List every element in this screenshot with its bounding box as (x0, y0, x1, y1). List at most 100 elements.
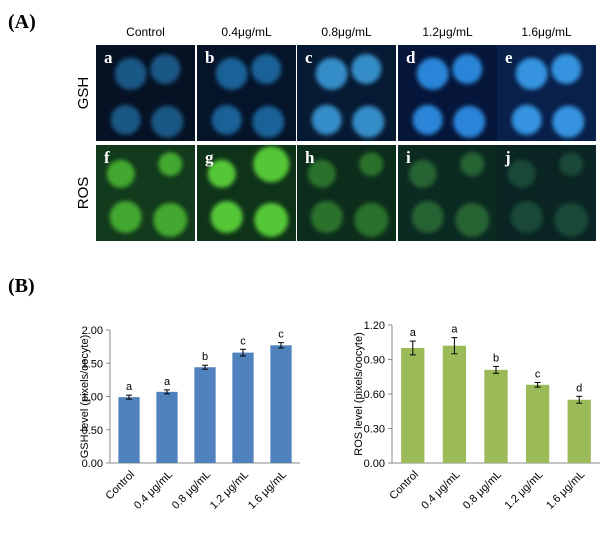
micrograph (96, 145, 195, 241)
oocyte (416, 57, 449, 90)
bar (484, 369, 508, 463)
y-tick-label: 1.00 (82, 392, 103, 404)
oocyte (510, 201, 543, 233)
significance-letter: c (535, 369, 541, 381)
micrograph (197, 45, 296, 141)
oocyte (114, 57, 147, 90)
image-letter: a (104, 48, 113, 67)
significance-letter: c (240, 335, 246, 347)
oocyte (151, 105, 184, 138)
oocyte (559, 152, 584, 177)
y-tick-label: 0.90 (364, 355, 385, 367)
error-bar (493, 365, 499, 374)
y-tick-label: 0.00 (82, 458, 103, 470)
y-tick-label: 2.00 (82, 325, 103, 337)
x-tick-label: 0.8 μg/mL (170, 469, 213, 512)
bar (567, 399, 591, 463)
oocyte (408, 159, 437, 188)
oocyte (453, 105, 486, 138)
oocyte (254, 202, 289, 237)
oocyte (207, 159, 236, 188)
micrograph (398, 145, 497, 241)
image-letter: b (205, 48, 214, 67)
x-tick-label: 0.4 μg/mL (419, 469, 462, 512)
oocyte (359, 152, 384, 177)
y-axis-title: GSH level (pixels/oocyte) (79, 335, 91, 459)
significance-letter: b (493, 352, 499, 364)
bar (194, 367, 216, 463)
oocyte (150, 54, 181, 84)
oocyte (153, 202, 188, 237)
row-label: ROS (75, 177, 92, 210)
oocyte (253, 146, 290, 183)
oocyte (158, 152, 183, 177)
significance-letter: a (451, 324, 458, 336)
bar (525, 384, 550, 463)
x-tick-label: Control (104, 469, 138, 503)
y-tick-label: 0.00 (364, 458, 385, 470)
oocyte (251, 54, 282, 84)
column-header: 1.2μg/mL (422, 25, 473, 39)
x-tick-label: 1.6 μg/mL (246, 469, 289, 512)
oocyte (252, 105, 285, 138)
significance-letter: b (202, 351, 208, 363)
oocyte (311, 104, 342, 135)
bar (232, 352, 254, 463)
error-bar (202, 364, 208, 370)
y-tick-label: 0.30 (364, 424, 385, 436)
error-bar (576, 395, 583, 404)
oocyte (411, 201, 444, 233)
y-axis-title: ROS level (pixels/oocyte) (353, 332, 365, 456)
bar (270, 345, 292, 463)
oocyte (307, 159, 336, 188)
image-letter: j (504, 148, 511, 167)
column-header: 0.8μg/mL (321, 25, 372, 39)
micrograph (96, 45, 195, 141)
micrograph (497, 145, 596, 241)
x-tick-label: 1.6 μg/mL (544, 469, 587, 512)
micrograph (297, 145, 396, 241)
column-header: 0.4μg/mL (221, 25, 272, 39)
oocyte (551, 54, 582, 84)
oocyte (452, 54, 483, 84)
column-header: Control (126, 25, 165, 39)
y-tick-label: 1.20 (364, 320, 385, 332)
x-tick-label: 1.2 μg/mL (208, 469, 251, 512)
oocyte (511, 104, 542, 135)
x-tick-label: 0.4 μg/mL (132, 469, 175, 512)
oocyte (315, 57, 348, 90)
error-bar (126, 394, 132, 400)
image-letter: c (305, 48, 313, 67)
y-tick-label: 0.50 (82, 425, 103, 437)
column-header: 1.6μg/mL (521, 25, 572, 39)
oocyte (455, 202, 490, 237)
image-letter: g (205, 148, 214, 167)
oocyte (352, 105, 385, 138)
micrograph (398, 45, 497, 141)
error-bar (409, 340, 416, 356)
oocyte (211, 104, 242, 135)
image-letter: f (104, 148, 110, 167)
x-tick-label: 1.2 μg/mL (502, 469, 545, 512)
image-letter: h (305, 148, 315, 167)
error-bar (451, 337, 458, 355)
x-tick-label: Control (387, 469, 421, 503)
significance-letter: a (410, 327, 417, 339)
error-bar (278, 342, 284, 349)
y-tick-label: 1.50 (82, 358, 103, 370)
error-bar (534, 382, 541, 388)
micrograph (197, 145, 296, 241)
micrograph (297, 45, 396, 141)
bar (442, 345, 467, 463)
significance-letter: d (576, 382, 582, 394)
oocyte (554, 202, 589, 237)
oocyte (552, 105, 585, 138)
row-label: GSH (75, 77, 92, 110)
bar (156, 391, 178, 463)
oocyte (460, 152, 485, 177)
error-bar (164, 389, 170, 395)
significance-letter: a (164, 376, 171, 388)
error-bar (240, 348, 246, 357)
panel-label: (B) (8, 275, 35, 297)
